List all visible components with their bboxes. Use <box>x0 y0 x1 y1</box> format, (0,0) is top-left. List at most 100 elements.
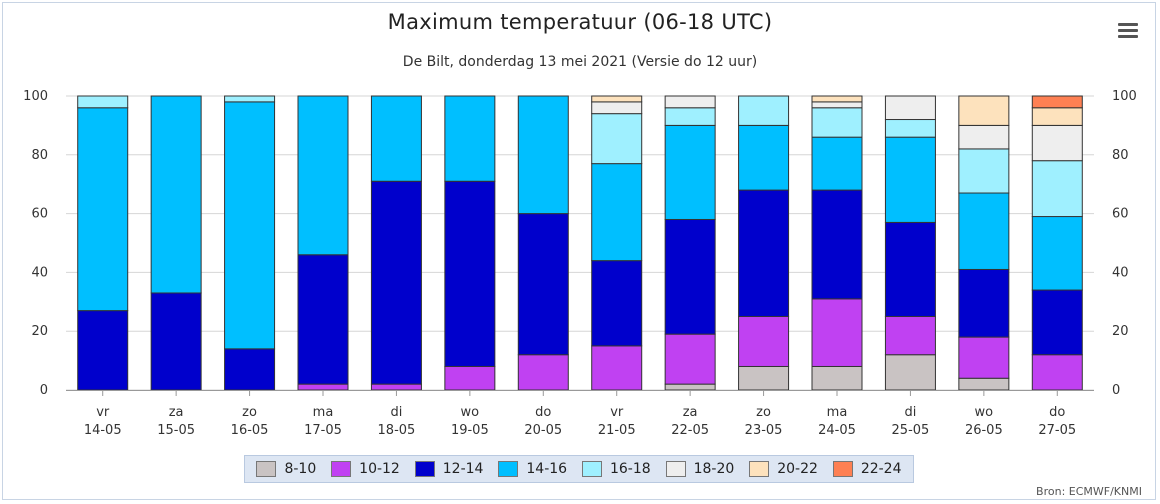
bar-segment-10-12-17-05[interactable] <box>297 383 349 391</box>
legend-item-20-22[interactable]: 20-22 <box>749 461 818 477</box>
bar-segment-12-14-20-05[interactable] <box>517 213 569 356</box>
bar-segment-12-14-16-05[interactable] <box>224 348 276 391</box>
x-tick-label-day: zo <box>756 405 771 420</box>
bar-segment-12-14-19-05[interactable] <box>444 180 496 367</box>
bar-segment-14-16-27-05[interactable] <box>1031 216 1083 291</box>
bar-segment-14-16-25-05[interactable] <box>884 136 936 223</box>
legend-label: 20-22 <box>777 461 818 477</box>
bar-segment-16-18-21-05[interactable] <box>591 113 643 165</box>
bar-segment-12-14-23-05[interactable] <box>738 189 790 317</box>
bar-segment-18-20-21-05[interactable] <box>591 101 643 115</box>
y-tick-label-right: 80 <box>1112 148 1129 163</box>
bar-segment-14-16-18-05[interactable] <box>370 95 422 182</box>
bar-segment-10-12-21-05[interactable] <box>591 345 643 391</box>
bar-segment-20-22-21-05[interactable] <box>591 95 643 103</box>
bar-segment-8-10-25-05[interactable] <box>884 354 936 391</box>
bar-segment-20-22-24-05[interactable] <box>811 95 863 103</box>
bar-segment-18-20-26-05[interactable] <box>958 124 1010 150</box>
bar-segment-10-12-26-05[interactable] <box>958 336 1010 379</box>
y-tick-label-left: 80 <box>31 148 48 163</box>
x-tick-label-day: wo <box>975 405 994 420</box>
x-tick-label-day: zo <box>242 405 257 420</box>
x-tick-label-date: 20-05 <box>524 423 562 438</box>
bar-segment-14-16-15-05[interactable] <box>150 95 202 294</box>
bar-segment-14-16-20-05[interactable] <box>517 95 569 215</box>
bar-segment-18-20-24-05[interactable] <box>811 101 863 109</box>
bar-segment-16-18-23-05[interactable] <box>738 95 790 126</box>
x-tick-label-day: di <box>390 405 402 420</box>
bar-segment-16-18-16-05[interactable] <box>224 95 276 103</box>
bar-segment-8-10-26-05[interactable] <box>958 377 1010 391</box>
bar-segment-8-10-24-05[interactable] <box>811 365 863 391</box>
legend-item-16-18[interactable]: 16-18 <box>581 461 651 477</box>
bar-segment-22-24-27-05[interactable] <box>1031 95 1083 109</box>
x-tick-label-date: 17-05 <box>304 423 342 438</box>
bar-segment-18-20-25-05[interactable] <box>884 95 936 121</box>
bar-segment-12-14-26-05[interactable] <box>958 268 1010 338</box>
bar-segment-10-12-24-05[interactable] <box>811 298 863 367</box>
bar-segment-18-20-22-05[interactable] <box>664 95 716 109</box>
x-tick-label-day: wo <box>461 405 480 420</box>
bar-segment-14-16-22-05[interactable] <box>664 124 716 220</box>
bar-segment-12-14-14-05[interactable] <box>77 310 129 391</box>
bar-segment-12-14-21-05[interactable] <box>591 260 643 347</box>
bar-segment-16-18-22-05[interactable] <box>664 107 716 126</box>
bar-segment-16-18-27-05[interactable] <box>1031 160 1083 218</box>
bar-segment-12-14-24-05[interactable] <box>811 189 863 300</box>
x-tick-label-date: 22-05 <box>671 423 709 438</box>
bar-segment-14-16-17-05[interactable] <box>297 95 349 256</box>
bar-segment-14-16-16-05[interactable] <box>224 101 276 350</box>
bar-segment-14-16-26-05[interactable] <box>958 192 1010 270</box>
hamburger-menu-icon[interactable] <box>1114 18 1146 44</box>
bar-segment-10-12-25-05[interactable] <box>884 316 936 356</box>
bar-segment-18-20-27-05[interactable] <box>1031 124 1083 162</box>
x-tick-label-date: 18-05 <box>378 423 416 438</box>
bar-segment-16-18-26-05[interactable] <box>958 148 1010 194</box>
legend-item-18-20[interactable]: 18-20 <box>665 461 734 477</box>
y-tick-label-right: 100 <box>1112 89 1137 104</box>
bar-segment-14-16-24-05[interactable] <box>811 136 863 191</box>
x-tick-label-date: 24-05 <box>818 423 856 438</box>
bar-segment-10-12-20-05[interactable] <box>517 354 569 391</box>
bar-segment-10-12-19-05[interactable] <box>444 365 496 391</box>
bar-segment-14-16-21-05[interactable] <box>591 163 643 262</box>
bar-segment-10-12-18-05[interactable] <box>370 383 422 391</box>
bar-segment-20-22-27-05[interactable] <box>1031 107 1083 126</box>
gridlines <box>66 95 1094 391</box>
bar-segment-10-12-27-05[interactable] <box>1031 354 1083 391</box>
bar-segment-12-14-15-05[interactable] <box>150 292 202 391</box>
bar-segment-12-14-18-05[interactable] <box>370 180 422 385</box>
legend-item-12-14[interactable]: 12-14 <box>414 461 483 477</box>
x-tick-label-date: 27-05 <box>1038 423 1076 438</box>
x-tick-label-date: 23-05 <box>745 423 783 438</box>
bar-segment-8-10-23-05[interactable] <box>738 365 790 391</box>
legend-item-22-24[interactable]: 22-24 <box>832 461 902 477</box>
bar-segment-10-12-23-05[interactable] <box>738 316 790 367</box>
x-tick-label-date: 19-05 <box>451 423 489 438</box>
bar-segment-14-16-23-05[interactable] <box>738 124 790 191</box>
bar-segment-16-18-14-05[interactable] <box>77 95 129 109</box>
bar-segment-20-22-26-05[interactable] <box>958 95 1010 126</box>
bar-segment-12-14-27-05[interactable] <box>1031 289 1083 356</box>
bar-segment-16-18-25-05[interactable] <box>884 119 936 138</box>
y-tick-label-right: 40 <box>1112 265 1129 280</box>
legend-label: 14-16 <box>526 461 568 477</box>
legend-item-14-16[interactable]: 14-16 <box>498 461 567 477</box>
bar-segment-8-10-22-05[interactable] <box>664 383 716 391</box>
bar-segment-14-16-14-05[interactable] <box>77 107 129 312</box>
bar-segment-16-18-24-05[interactable] <box>811 107 863 138</box>
bar-segment-12-14-17-05[interactable] <box>297 254 349 385</box>
legend-item-10-12[interactable]: 10-12 <box>331 461 400 477</box>
x-tick-label-date: 26-05 <box>965 423 1003 438</box>
legend: 8-10 10-12 12-14 14-16 16-18 18-20 20-22 22-24 <box>244 455 914 483</box>
legend-item-8-10[interactable]: 8-10 <box>256 461 316 477</box>
x-tick-label-date: 15-05 <box>157 423 195 438</box>
bar-segment-12-14-25-05[interactable] <box>884 221 936 317</box>
bar-segment-10-12-22-05[interactable] <box>664 333 716 385</box>
y-tick-label-left: 40 <box>31 265 48 280</box>
y-tick-label-left: 0 <box>40 383 48 398</box>
bar-segment-14-16-19-05[interactable] <box>444 95 496 182</box>
bar-segment-12-14-22-05[interactable] <box>664 218 716 335</box>
y-tick-label-left: 100 <box>23 89 48 104</box>
